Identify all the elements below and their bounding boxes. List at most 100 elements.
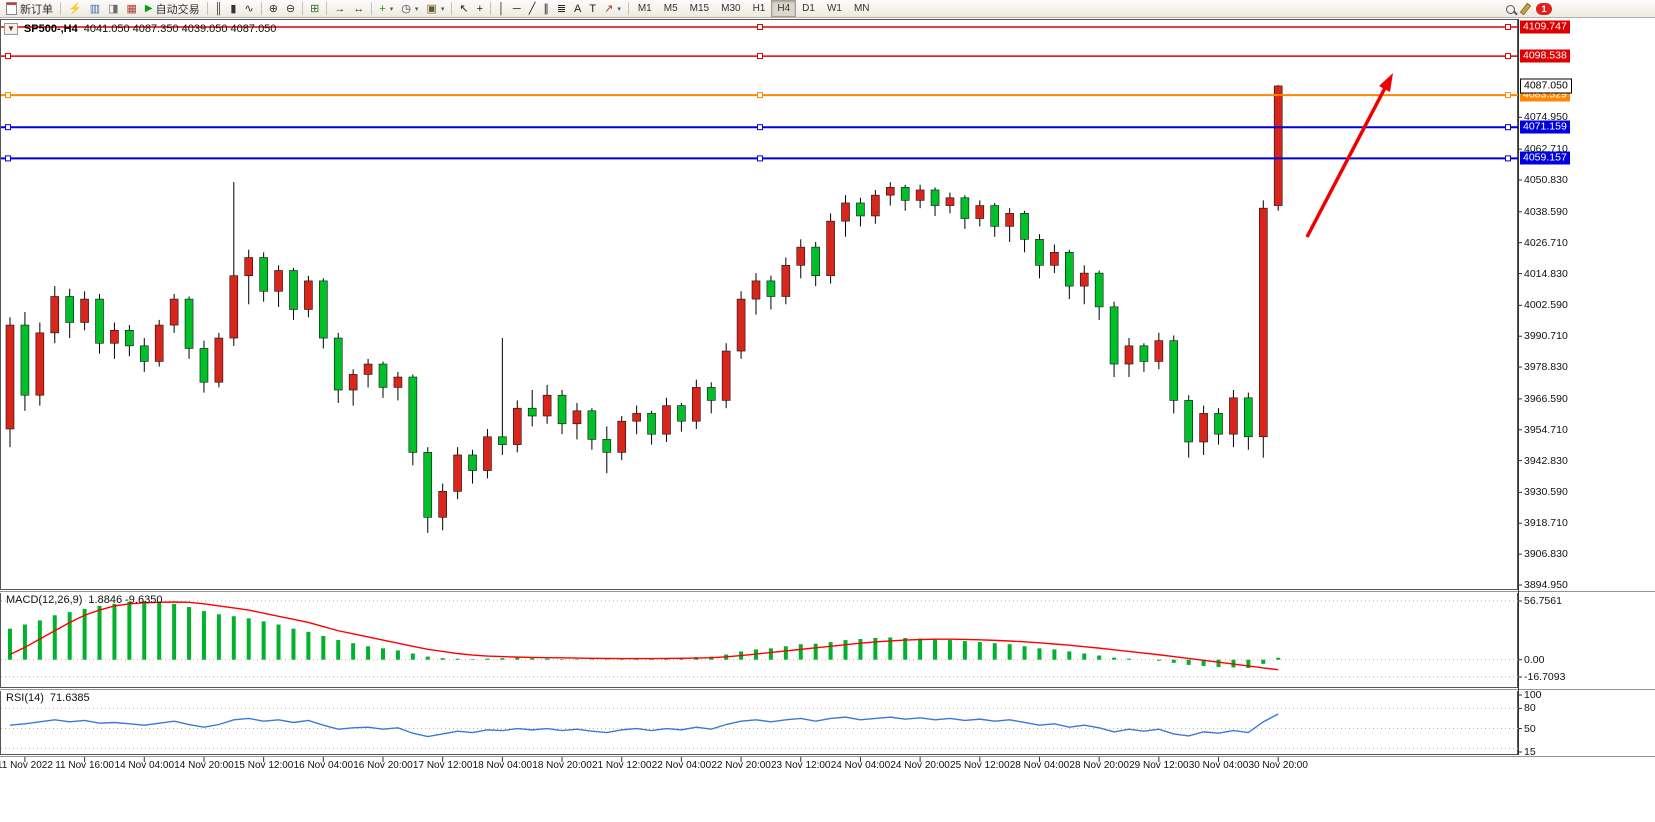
cursor-button[interactable]: ↖ (455, 0, 472, 18)
text-icon: A (574, 2, 582, 15)
crosshair-button[interactable]: + (473, 0, 487, 18)
chart-shift-button[interactable]: ↔ (349, 0, 368, 18)
line-handle[interactable] (5, 92, 11, 99)
timeframe-m30-button[interactable]: M30 (721, 3, 741, 14)
fibonacci-button[interactable]: ≣ (553, 0, 570, 18)
time-axis-label: 22 Nov 20:00 (711, 760, 771, 771)
bar-chart-button[interactable]: ║ (211, 0, 227, 18)
line-handle[interactable] (5, 155, 11, 162)
notification-badge[interactable]: 1 (1536, 3, 1552, 15)
quick-icons-group: ⚡ ▥ ◨ ▦ (64, 0, 141, 18)
timeframe-w1-button[interactable]: W1 (826, 3, 842, 14)
rsi-line (9, 713, 1279, 738)
trend-arrow-head[interactable] (1379, 73, 1393, 92)
candle-body (393, 376, 403, 388)
candle-body (811, 246, 820, 277)
line-handle[interactable] (1505, 155, 1511, 162)
channel-button[interactable]: ∥ (539, 0, 553, 18)
line-handle[interactable] (757, 92, 763, 99)
label-button[interactable]: T (585, 0, 600, 18)
text-button[interactable]: A (570, 0, 585, 18)
line-handle[interactable] (757, 53, 763, 60)
price-tick-label: 4026.710 (1524, 236, 1568, 249)
line-handle[interactable] (1505, 92, 1511, 99)
price-tick-label: 3954.710 (1524, 423, 1568, 436)
candle-body (95, 298, 104, 344)
panel-frame (0, 19, 1518, 590)
candle-body (1139, 345, 1149, 362)
macd-signal-line (9, 601, 1279, 671)
candlestick-chart-button[interactable]: ▮ (226, 0, 240, 18)
candle-body (498, 436, 507, 445)
candle-body (289, 270, 298, 310)
main-toolbar: 新订单 ⚡ ▥ ◨ ▦ ▶ 自动交易 ║ ▮ ∿ ⊕ ⊖ ⊞ → ↔ + ▾ ◷ ▾ ▣ ▾ ↖ + │ ─ ╱ ∥ ≣ A T ↗… (0, 0, 1655, 18)
toolbar-separator (302, 2, 304, 15)
one-click-trading-toggle[interactable]: ▼ (4, 23, 18, 35)
sound-button[interactable]: ◨ (104, 0, 122, 18)
macd-axis-label: 0.00 (1524, 653, 1545, 666)
auto-trading-button[interactable]: ▶ 自动交易 (141, 0, 204, 18)
candle-body (915, 189, 925, 201)
candle-body (304, 280, 313, 310)
macd-axis-label: -16.7093 (1524, 671, 1566, 683)
line-handle[interactable] (757, 124, 763, 131)
candle-body (154, 324, 164, 362)
candle-body (274, 270, 283, 292)
trend-arrow[interactable] (1305, 85, 1388, 238)
chart-window-button[interactable]: ▥ (86, 0, 104, 18)
search-icon[interactable] (1506, 4, 1515, 14)
price-tick-label: 4038.590 (1524, 205, 1568, 218)
tile-windows-button[interactable]: ⊞ (306, 0, 323, 18)
candle-body (1065, 252, 1074, 287)
timeframe-h4-button[interactable]: H4 (771, 0, 797, 17)
candle-body (169, 298, 179, 326)
new-order-button[interactable]: 新订单 (2, 0, 57, 18)
rsi-name: RSI(14) (6, 692, 44, 704)
line-handle[interactable] (5, 124, 11, 131)
timeframe-h1-button[interactable]: H1 (752, 3, 766, 14)
line-handle[interactable] (757, 155, 763, 162)
auto-scroll-button[interactable]: → (330, 0, 349, 18)
candle-body (751, 280, 761, 300)
line-handle[interactable] (1505, 53, 1511, 60)
line-handle[interactable] (1505, 23, 1511, 30)
line-handle[interactable] (1505, 124, 1511, 131)
candle-body (871, 194, 880, 217)
trendline-button[interactable]: ╱ (525, 0, 540, 18)
candle-body (5, 324, 15, 430)
add-indicator-button[interactable]: + ▾ (375, 0, 397, 18)
template-button[interactable]: ▣ ▾ (422, 0, 448, 18)
horizontal-line-button[interactable]: ─ (509, 0, 525, 18)
candle-body (721, 350, 731, 401)
candle-body (229, 275, 239, 339)
candle-body (1214, 413, 1223, 435)
line-handle[interactable] (5, 53, 11, 60)
candle-body (244, 257, 254, 277)
line-chart-button[interactable]: ∿ (240, 0, 257, 18)
zoom-in-button[interactable]: ⊕ (265, 0, 282, 18)
rsi-axis-label: 15 (1524, 746, 1536, 758)
market-watch-button[interactable]: ▦ (123, 0, 141, 18)
rsi-axis-label: 80 (1524, 702, 1536, 715)
candle-body (80, 298, 89, 323)
time-axis-label: 17 Nov 12:00 (412, 760, 473, 771)
candle-body (900, 187, 910, 201)
timeframe-m5-button[interactable]: M5 (663, 3, 678, 14)
line-handle[interactable] (757, 23, 763, 30)
lightning-button[interactable]: ⚡ (64, 0, 86, 18)
chart-title: ▼ SP500-,H4 4041.050 4087.350 4039.050 4… (4, 23, 276, 35)
chart-shift-icon: ↔ (353, 2, 365, 15)
candle-body (125, 329, 134, 347)
timeframe-mn-button[interactable]: MN (853, 3, 870, 14)
timeframe-m1-button[interactable]: M1 (637, 3, 652, 14)
arrows-button[interactable]: ↗ ▾ (600, 0, 625, 18)
horizontal-line-icon: ─ (512, 2, 521, 15)
vertical-line-button[interactable]: │ (494, 0, 509, 18)
timeframe-m15-button[interactable]: M15 (689, 3, 710, 14)
period-selector-button[interactable]: ◷ ▾ (397, 0, 422, 18)
candle-body (468, 454, 477, 471)
zoom-out-button[interactable]: ⊖ (282, 0, 299, 18)
timeframe-d1-button[interactable]: D1 (802, 3, 815, 14)
edit-icon[interactable] (1519, 2, 1532, 16)
